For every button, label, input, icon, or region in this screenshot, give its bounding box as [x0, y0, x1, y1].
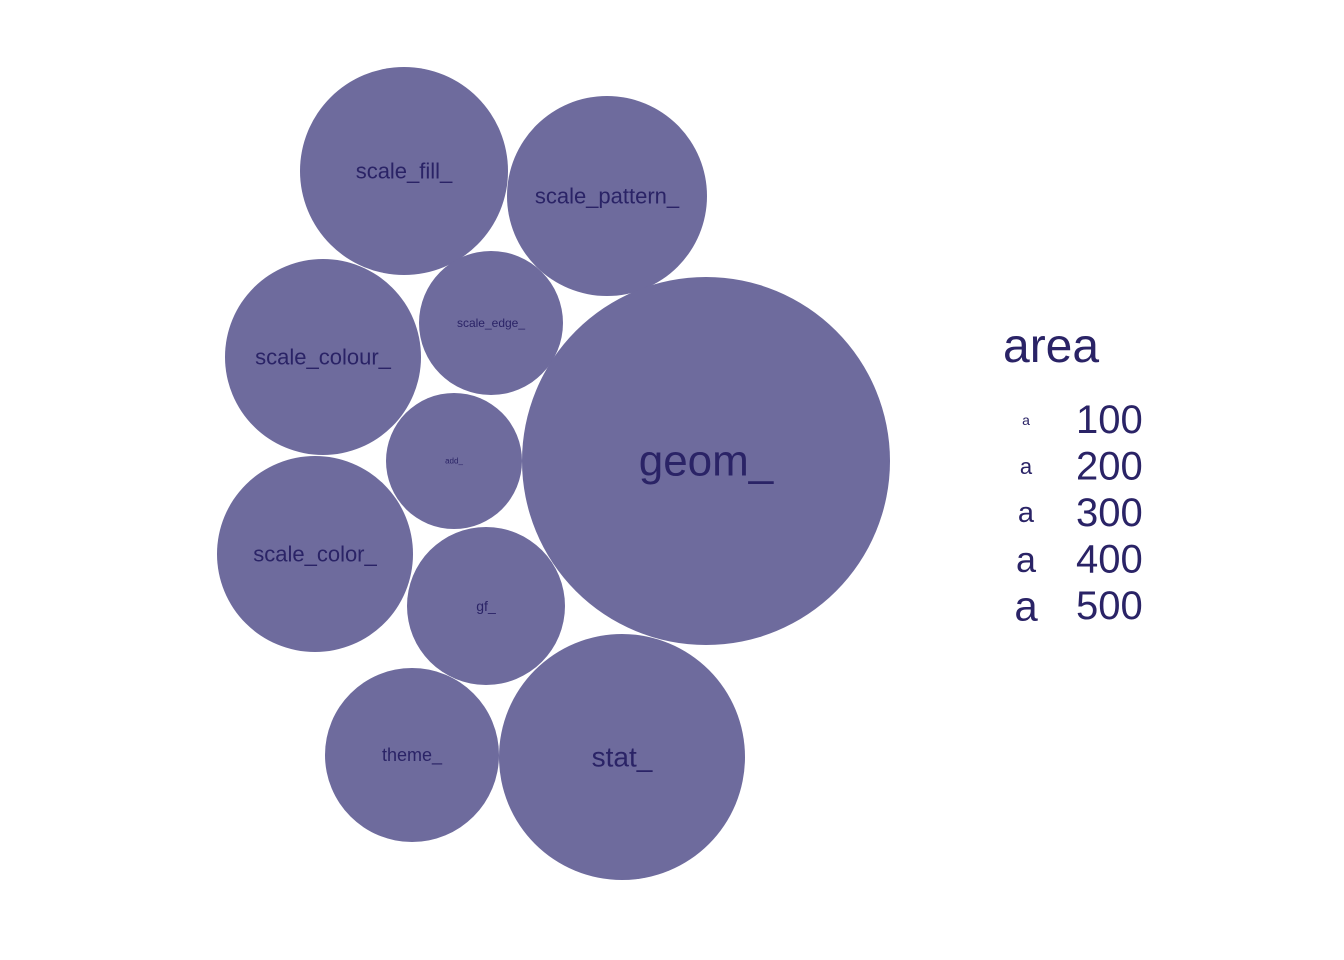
bubble-circle [522, 277, 890, 645]
bubble-label: add_ [445, 457, 463, 466]
bubble-label: stat_ [592, 742, 653, 773]
bubble-scale-fill: scale_fill_ [300, 67, 508, 275]
legend-label: 500 [1076, 584, 1143, 628]
legend-label: 200 [1076, 445, 1143, 489]
legend-label: 100 [1076, 398, 1143, 442]
legend-label: 300 [1076, 491, 1143, 535]
bubble-add: add_ [386, 393, 522, 529]
bubble-scale-edge: scale_edge_ [419, 251, 563, 395]
bubble-label: gf_ [476, 598, 496, 614]
legend-key-glyph: a [1020, 454, 1033, 479]
legend-item-300: a 300 [1018, 491, 1143, 535]
bubble-circle [225, 259, 421, 455]
bubble-gf: gf_ [407, 527, 565, 685]
legend-item-400: a 400 [1016, 538, 1143, 582]
bubble-stat: stat_ [499, 634, 745, 880]
bubble-scale-color: scale_color_ [217, 456, 413, 652]
legend: area a 100 a 200 a 300 a 400 a 500 [1003, 320, 1143, 630]
bubble-label: geom_ [639, 437, 774, 486]
legend-label: 400 [1076, 538, 1143, 582]
bubble-circle [499, 634, 745, 880]
legend-key-glyph: a [1016, 539, 1037, 580]
legend-item-500: a 500 [1014, 583, 1142, 630]
legend-key-glyph: a [1014, 583, 1038, 630]
bubble-circle [507, 96, 707, 296]
bubble-label: scale_edge_ [457, 316, 525, 330]
legend-key-glyph: a [1018, 497, 1035, 529]
bubble-layer: scale_fill_ scale_pattern_ scale_edge_scal… [217, 67, 890, 880]
bubble-geom: geom_ [522, 277, 890, 645]
bubble-label: scale_colour_ [255, 345, 392, 370]
bubble-theme: theme_ [325, 668, 499, 842]
bubble-circle [419, 251, 563, 395]
bubble-circle [407, 527, 565, 685]
legend-key-glyph: a [1022, 412, 1030, 428]
bubble-scale-pattern: scale_pattern_ [507, 96, 707, 296]
bubble-scale-colour: scale_colour_ [225, 259, 421, 455]
legend-item-200: a 200 [1020, 445, 1143, 489]
bubble-circle [325, 668, 499, 842]
bubble-circle [386, 393, 522, 529]
legend-item-100: a 100 [1022, 398, 1143, 442]
bubble-label: scale_fill_ [356, 159, 453, 184]
bubble-label: scale_color_ [253, 542, 377, 567]
bubble-label: theme_ [382, 745, 443, 766]
bubble-circle [300, 67, 508, 275]
bubble-circle [217, 456, 413, 652]
legend-items: a 100 a 200 a 300 a 400 a 500 [1014, 398, 1142, 630]
legend-title: area [1003, 320, 1099, 373]
bubble-label: scale_pattern_ [535, 184, 680, 209]
